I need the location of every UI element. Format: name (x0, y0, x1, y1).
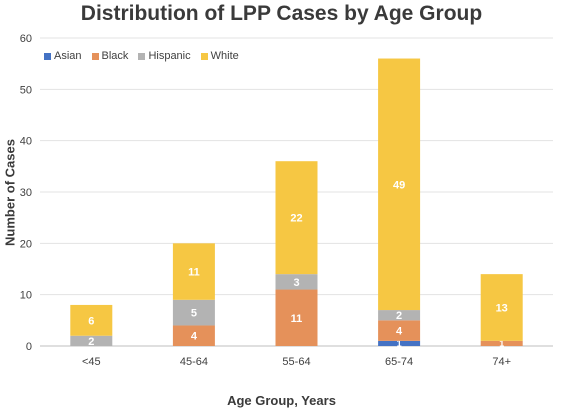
x-tick-label: 45-64 (180, 356, 208, 368)
data-label: 22 (290, 213, 302, 225)
legend-swatch (91, 52, 99, 60)
y-tick-label: 40 (20, 136, 32, 148)
bar-white (480, 274, 523, 341)
x-tick-label: <45 (82, 356, 101, 368)
bar-asian (378, 340, 421, 346)
legend-item: Black (91, 50, 129, 62)
data-label: 3 (293, 277, 299, 289)
bar-hispanic (378, 310, 421, 321)
bar-black (172, 325, 215, 346)
legend-swatch (200, 52, 208, 60)
bar-white (275, 161, 318, 275)
data-label: 4 (191, 331, 198, 343)
legend-item: Hispanic (138, 50, 191, 62)
legend-label: Asian (54, 50, 82, 62)
bar-white (70, 304, 113, 336)
bar-hispanic (70, 335, 113, 346)
data-label: 1 (397, 338, 402, 348)
y-tick-label: 50 (20, 84, 32, 96)
data-label: 49 (393, 179, 405, 191)
data-label: 11 (291, 313, 303, 325)
x-axis-label: Age Group, Years (227, 393, 336, 408)
data-label: 1 (499, 338, 504, 348)
data-label: 11 (188, 267, 200, 279)
legend-item: White (200, 50, 239, 62)
bar-hispanic (172, 299, 215, 326)
y-tick-label: 0 (26, 341, 32, 353)
bar-white (172, 243, 215, 300)
x-tick-label: 65-74 (385, 356, 413, 368)
x-tick-label: 74+ (492, 356, 511, 368)
bar-black (378, 320, 421, 341)
data-label: 5 (191, 308, 197, 320)
y-tick-label: 20 (20, 238, 32, 250)
data-label: 4 (396, 326, 403, 338)
bar-white (378, 58, 421, 311)
legend-label: Black (101, 50, 129, 62)
y-tick-label: 60 (20, 33, 32, 45)
y-tick-label: 10 (20, 290, 32, 302)
data-label: 6 (88, 315, 94, 327)
x-tick-label: 55-64 (282, 356, 310, 368)
legend: Asian Black Hispanic White (40, 48, 243, 64)
bar-hispanic (275, 274, 318, 290)
legend-swatch (44, 52, 51, 60)
legend-swatch (138, 52, 146, 60)
data-label: 2 (396, 310, 402, 322)
bar-black (480, 340, 523, 346)
legend-item: Asian (44, 50, 82, 62)
y-tick-label: 30 (20, 187, 32, 199)
legend-label: White (210, 50, 239, 62)
bar-black (275, 289, 318, 346)
chart-title: Distribution of LPP Cases by Age Group (80, 2, 483, 25)
legend-label: Hispanic (148, 50, 191, 62)
data-label: 13 (496, 303, 508, 315)
data-label: 2 (88, 336, 94, 348)
